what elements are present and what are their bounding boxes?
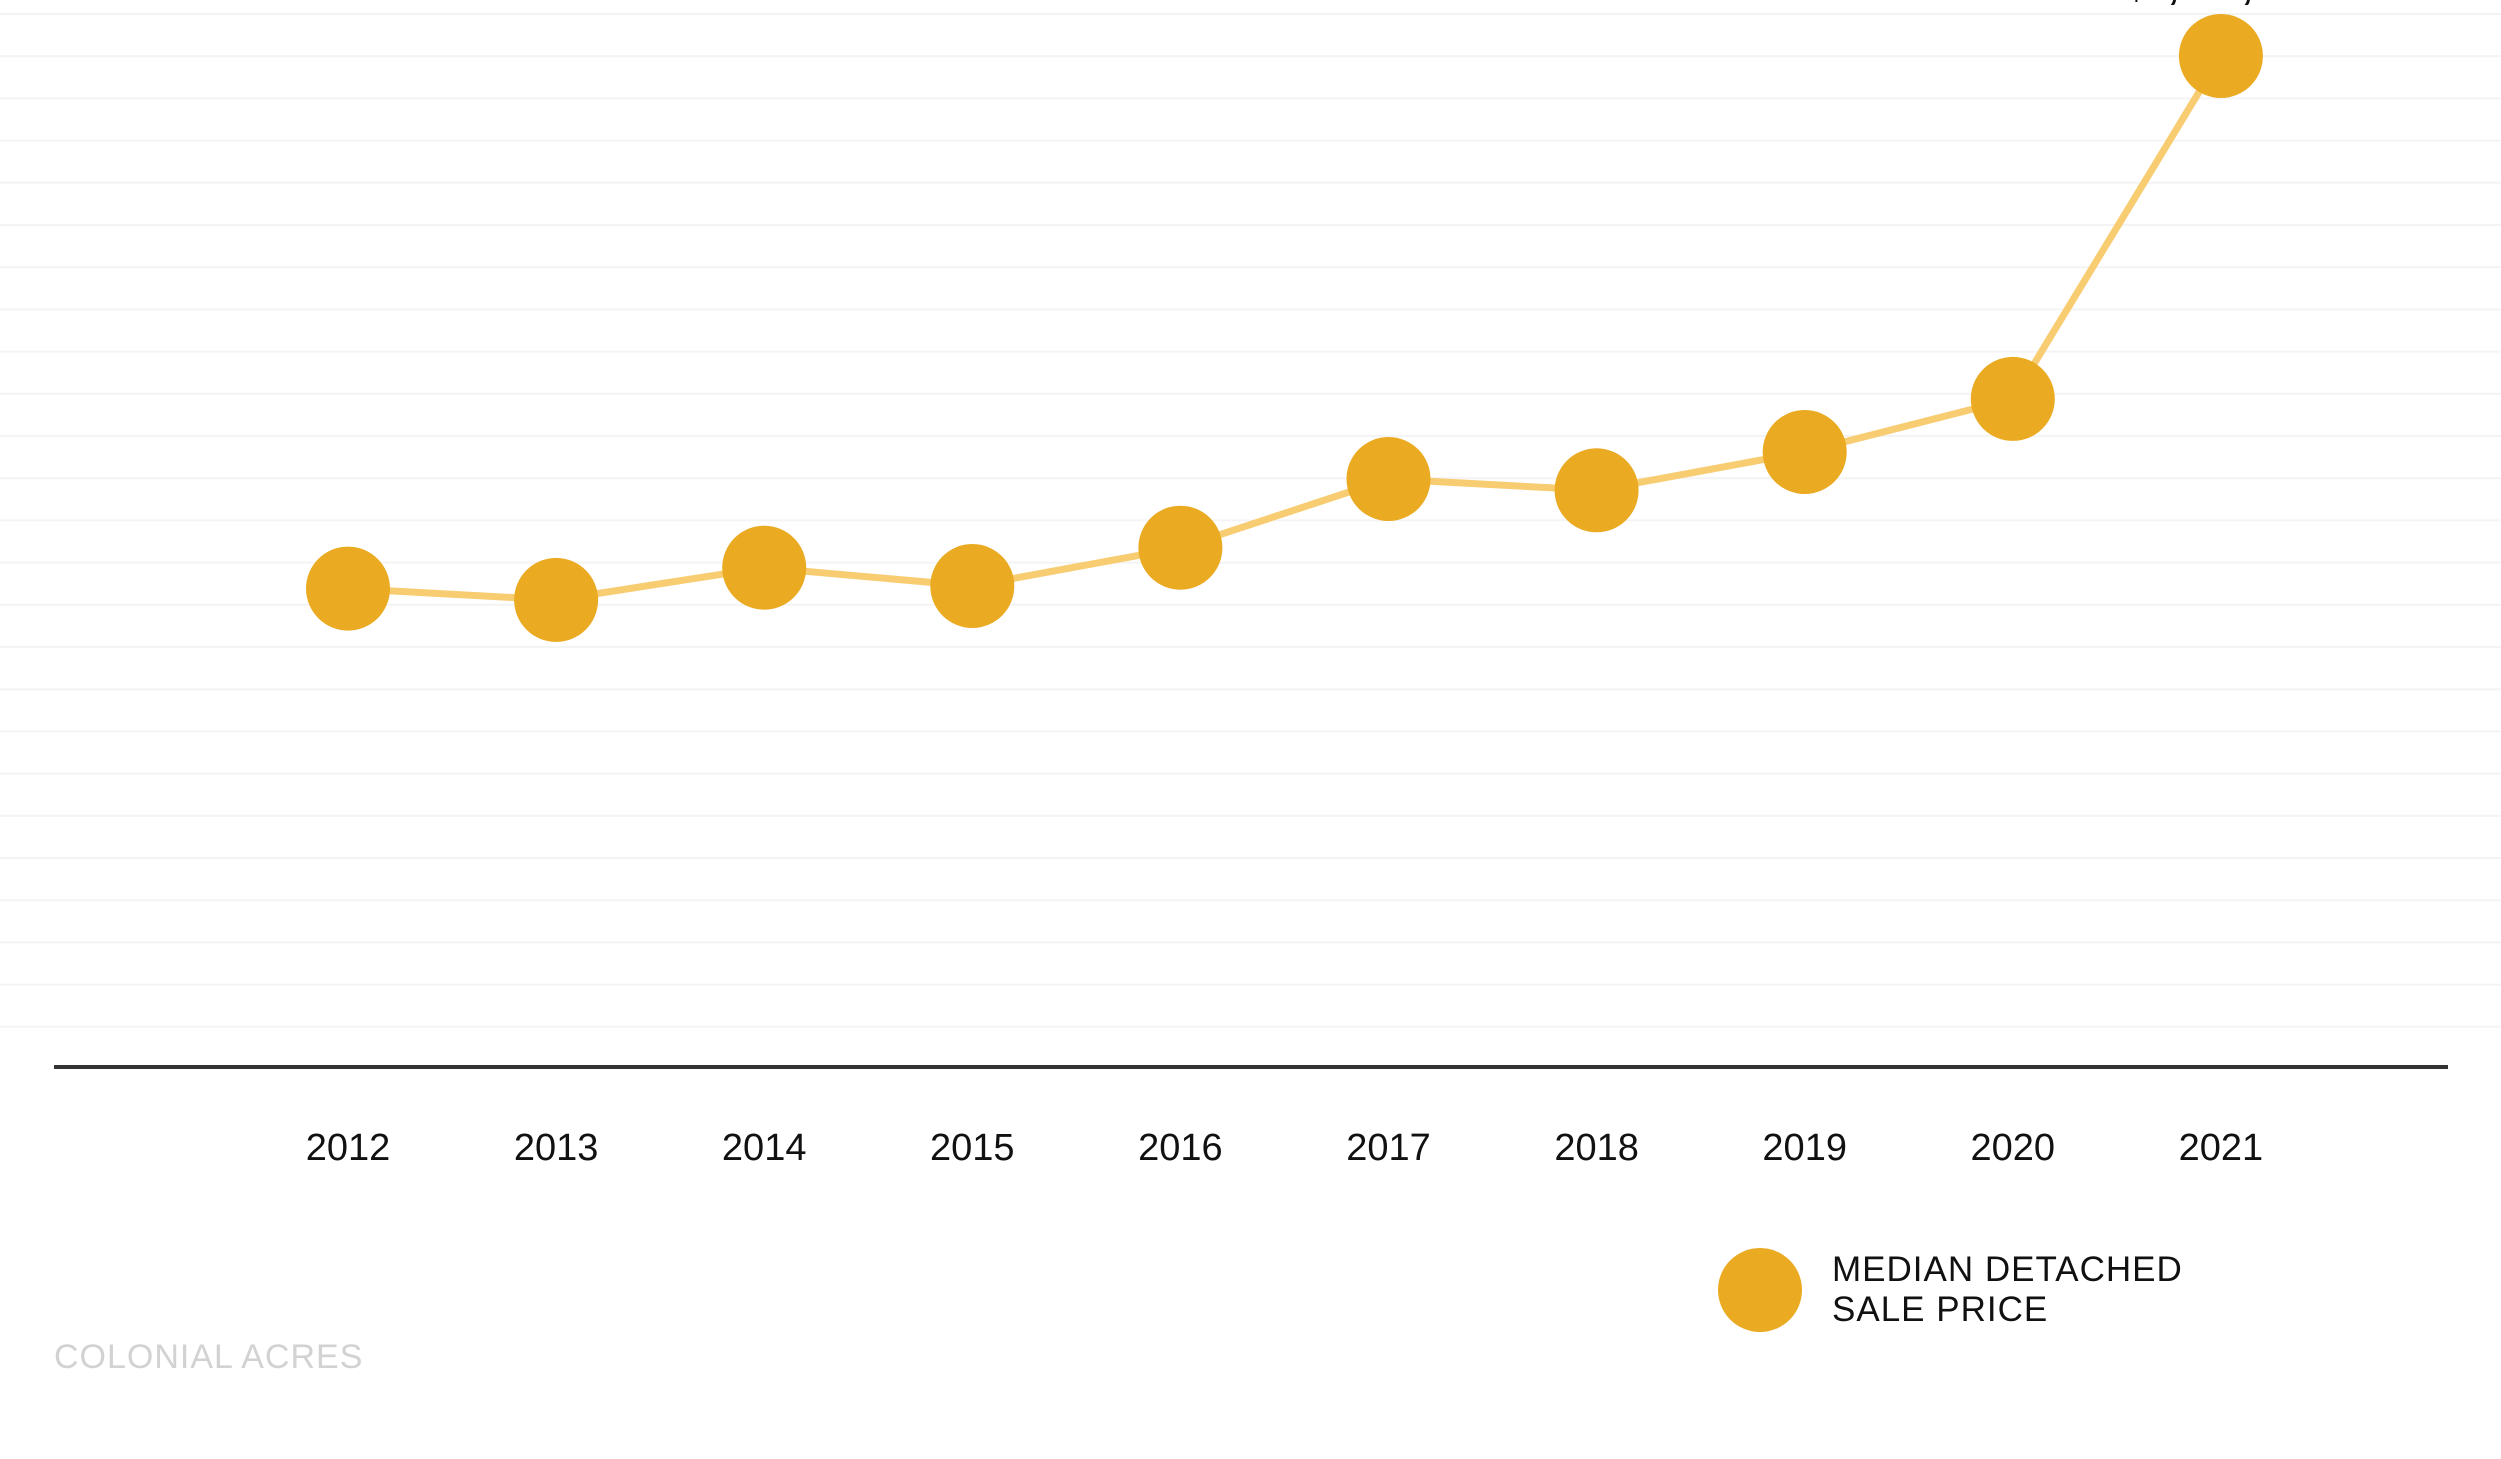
x-tick-label-2020: 2020 xyxy=(1971,1127,2056,1169)
x-tick-label-2015: 2015 xyxy=(930,1127,1015,1169)
data-labels: $1,162,250 xyxy=(2126,0,2316,8)
data-point-2020 xyxy=(1970,356,2055,441)
legend: MEDIAN DETACHED SALE PRICE xyxy=(1718,1248,2183,1332)
legend-label-line-2: SALE PRICE xyxy=(1832,1290,2049,1329)
data-point-2012 xyxy=(306,546,390,631)
data-point-2014 xyxy=(722,525,807,610)
x-tick-label-2012: 2012 xyxy=(306,1127,391,1169)
series-line xyxy=(344,52,2225,604)
x-tick-label-2018: 2018 xyxy=(1554,1127,1639,1169)
data-points xyxy=(306,14,2263,642)
data-point-2015 xyxy=(930,544,1015,628)
data-point-2017 xyxy=(1346,437,1431,521)
watermark: COLONIAL ACRES xyxy=(54,1338,364,1376)
series-line-group xyxy=(344,52,2225,604)
data-point-2016 xyxy=(1138,505,1223,590)
data-point-2021 xyxy=(2178,14,2263,98)
data-label-2021: $1,162,250 xyxy=(2126,0,2316,8)
legend-label-line-1: MEDIAN DETACHED xyxy=(1832,1250,2183,1289)
x-tick-label-2021: 2021 xyxy=(2179,1127,2264,1169)
data-point-2019 xyxy=(1762,410,1847,494)
x-tick-label-2017: 2017 xyxy=(1346,1127,1431,1169)
legend-label: MEDIAN DETACHED SALE PRICE xyxy=(1832,1250,2183,1330)
data-point-2013 xyxy=(514,557,599,642)
gridlines xyxy=(0,13,2501,1028)
x-tick-label-2016: 2016 xyxy=(1138,1127,1223,1169)
x-tick-label-2019: 2019 xyxy=(1762,1127,1847,1169)
x-tick-labels: 2012 2013 2014 2015 2016 2017 2018 2019 2020 2021 xyxy=(306,1127,2263,1169)
x-tick-label-2014: 2014 xyxy=(722,1127,807,1169)
legend-swatch xyxy=(1718,1248,1802,1332)
data-point-2018 xyxy=(1554,448,1639,533)
x-tick-label-2013: 2013 xyxy=(514,1127,599,1169)
